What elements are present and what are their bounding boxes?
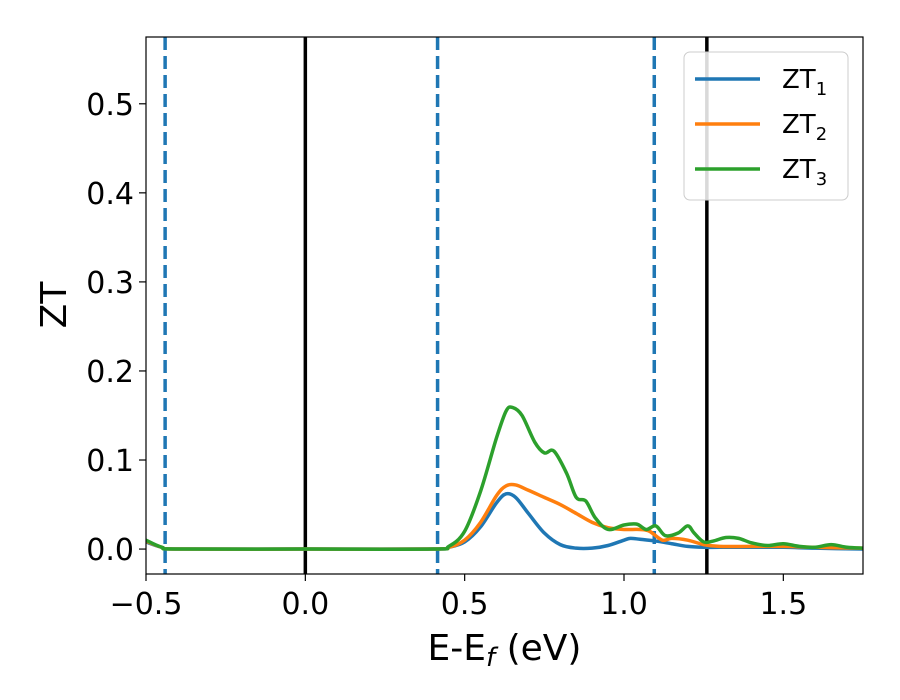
- x-tick-label-1: 0.0: [281, 587, 329, 622]
- series-line-zt1: [146, 491, 863, 551]
- y-tick-label-4: 0.4: [86, 177, 134, 212]
- y-tick-label-3: 0.3: [86, 266, 134, 301]
- reference-lines: [163, 37, 709, 574]
- x-axis-label-unit: (eV): [495, 628, 581, 669]
- x-tick-label-0: −0.5: [110, 587, 183, 622]
- series-lines: [146, 405, 863, 552]
- plot-frame: [145, 36, 864, 575]
- x-axis-label-main: E-E: [428, 628, 486, 669]
- legend: ZT1 ZT2 ZT3: [683, 51, 849, 201]
- legend-label-zt1: ZT1: [782, 65, 827, 100]
- y-axis-ticks: 0.0 0.1 0.2 0.3 0.4 0.5: [86, 88, 146, 568]
- y-tick-label-0: 0.0: [86, 533, 134, 568]
- y-tick-label-1: 0.1: [86, 444, 134, 479]
- legend-box: [683, 51, 849, 201]
- x-tick-label-3: 1.0: [600, 587, 648, 622]
- legend-label-zt2: ZT2: [782, 110, 827, 145]
- x-tick-label-4: 1.5: [759, 587, 807, 622]
- y-axis-label: ZT: [34, 281, 75, 329]
- series-line-zt3: [146, 405, 863, 552]
- x-tick-label-2: 0.5: [441, 587, 489, 622]
- x-axis-ticks: −0.5 0.0 0.5 1.0 1.5: [110, 574, 807, 622]
- legend-label-zt3: ZT3: [782, 155, 827, 190]
- y-tick-label-2: 0.2: [86, 355, 134, 390]
- x-axis-label: E-Ef (eV): [428, 628, 582, 673]
- y-tick-label-5: 0.5: [86, 88, 134, 123]
